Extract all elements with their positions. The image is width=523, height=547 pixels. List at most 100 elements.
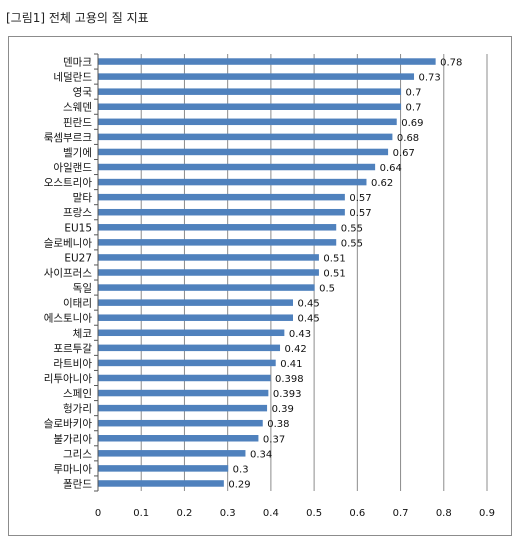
data-label: 0.45: [298, 314, 320, 325]
x-tick-label: 0.8: [436, 508, 452, 519]
bar: [98, 374, 271, 382]
x-tick-label: 0.9: [479, 508, 495, 519]
data-label: 0.64: [380, 163, 402, 174]
x-tick-label: 0: [95, 508, 101, 519]
data-label: 0.78: [440, 58, 462, 69]
data-label: 0.38: [267, 419, 289, 430]
category-label: EU27: [64, 252, 92, 264]
bar: [98, 73, 415, 80]
bar-chart: 덴마크 0.78 네덜란드 0.73 영국 0.7 스웨덴 0.7 핀란드 0.69 룩셈부르크 0.…: [44, 53, 495, 519]
category-label: 말타: [73, 192, 93, 204]
x-tick-label: 0.5: [306, 508, 322, 519]
category-label: 스페인: [63, 388, 92, 400]
category-label: 덴마크: [63, 57, 92, 69]
category-label: 불가리아: [53, 433, 92, 445]
bar: [98, 299, 293, 306]
category-label: 헝가리: [63, 403, 92, 415]
data-label: 0.7: [406, 88, 422, 99]
data-label: 0.68: [397, 133, 419, 144]
bar: [98, 103, 402, 110]
category-label: 룩셈부르크: [44, 132, 93, 144]
category-label: 프랑스: [63, 207, 92, 219]
bar: [98, 344, 281, 352]
figure-title: [그림1] 전체 고용의 질 지표: [6, 11, 149, 25]
data-label: 0.398: [275, 374, 304, 385]
x-tick-label: 0.4: [263, 508, 279, 519]
bar: [98, 239, 337, 246]
data-label: 0.41: [280, 359, 302, 370]
data-label: 0.57: [349, 208, 371, 219]
data-label: 0.51: [323, 253, 345, 264]
bar: [98, 58, 436, 65]
data-label: 0.34: [250, 449, 272, 460]
bar: [98, 178, 367, 186]
bar: [98, 389, 269, 397]
bar: [98, 224, 337, 231]
data-label: 0.67: [393, 148, 415, 159]
data-label: 0.55: [341, 238, 363, 249]
data-label: 0.39: [272, 404, 294, 415]
category-label: 루마니아: [53, 463, 92, 475]
data-label: 0.57: [349, 193, 371, 204]
bar: [98, 450, 246, 457]
category-label: 아일랜드: [53, 161, 92, 174]
bar: [98, 404, 268, 412]
bar: [98, 465, 229, 472]
category-label: 핀란드: [63, 117, 92, 129]
category-label: 폴란드: [63, 478, 92, 490]
bar: [98, 118, 397, 126]
data-label: 0.393: [273, 389, 302, 400]
category-label: 포르투갈: [53, 342, 92, 355]
category-label: 오스트리아: [44, 177, 93, 189]
bar: [98, 163, 376, 171]
bar: [98, 208, 345, 216]
bar: [98, 148, 389, 156]
data-label: 0.42: [285, 344, 307, 355]
data-label: 0.69: [401, 118, 423, 129]
category-label: 슬로바키아: [44, 418, 93, 430]
data-label: 0.43: [289, 329, 311, 340]
bar: [98, 480, 224, 487]
data-label: 0.5: [319, 284, 335, 295]
category-label: 사이프러스: [44, 268, 93, 280]
bar: [98, 254, 319, 261]
data-label: 0.73: [419, 73, 441, 84]
category-label: 이태리: [63, 298, 92, 310]
category-label: 체코: [73, 328, 93, 340]
bar: [98, 329, 285, 337]
bar: [98, 193, 345, 201]
x-tick-label: 0.6: [349, 508, 365, 519]
x-tick-label: 0.1: [133, 508, 149, 519]
category-label: 독일: [73, 282, 92, 295]
bar: [98, 284, 315, 291]
category-label: 그리스: [63, 448, 92, 460]
data-label: 0.29: [228, 479, 250, 490]
x-tick-label: 0.2: [176, 508, 192, 519]
data-label: 0.55: [341, 223, 363, 234]
bar: [98, 359, 276, 367]
category-label: 라트비아: [53, 358, 92, 370]
x-tick-label: 0.3: [220, 508, 236, 519]
data-label: 0.51: [323, 269, 345, 280]
bar: [98, 435, 259, 442]
data-label: 0.62: [371, 178, 393, 189]
category-label: 영국: [73, 87, 93, 99]
category-label: 에스토니아: [44, 313, 93, 325]
data-label: 0.45: [298, 299, 320, 310]
bar: [98, 133, 393, 141]
category-label: 슬로베니아: [44, 237, 93, 249]
category-label: 네덜란드: [53, 72, 92, 84]
category-label: 리투아니아: [44, 373, 93, 385]
x-tick-label: 0.7: [393, 508, 409, 519]
data-label: 0.37: [263, 434, 285, 445]
category-label: 벨기에: [63, 147, 92, 159]
bar: [98, 419, 263, 427]
bar: [98, 88, 402, 95]
bar: [98, 269, 319, 276]
category-label: 스웨덴: [63, 102, 92, 114]
chart-frame: 덴마크 0.78 네덜란드 0.73 영국 0.7 스웨덴 0.7 핀란드 0.69 룩셈부르크 0.…: [8, 36, 512, 536]
data-label: 0.3: [233, 464, 249, 475]
data-label: 0.7: [406, 103, 422, 114]
category-label: EU15: [64, 222, 92, 234]
bar: [98, 314, 293, 321]
